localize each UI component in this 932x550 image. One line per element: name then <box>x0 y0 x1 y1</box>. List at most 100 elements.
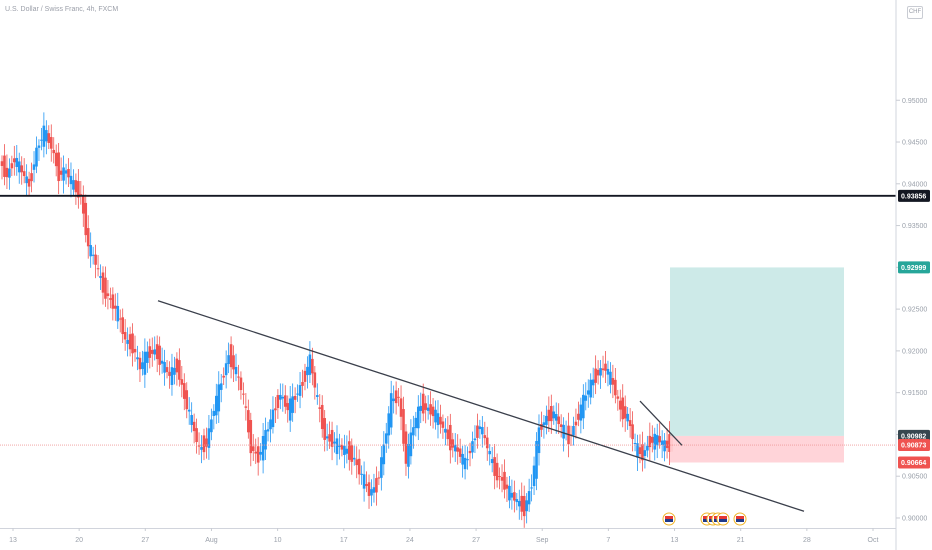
price-label-text: 0.92999 <box>901 265 926 272</box>
candle-body <box>249 420 253 454</box>
candle-body <box>163 362 166 373</box>
candle <box>62 155 65 194</box>
time-axis[interactable]: 13 20 27 Aug 10 17 24 27 Sep 7 13 21 28 Oct <box>9 528 878 544</box>
candle-body <box>505 484 509 489</box>
currency-button[interactable]: CHF <box>907 6 923 19</box>
candle <box>586 379 590 408</box>
candle <box>340 438 344 457</box>
candle-body <box>490 459 494 464</box>
candle-body <box>59 170 63 175</box>
candle-body <box>219 383 223 390</box>
candle <box>429 391 432 426</box>
candle <box>286 395 290 423</box>
candle <box>192 413 196 444</box>
candle <box>293 387 297 414</box>
candle-body <box>40 139 43 141</box>
candle <box>239 371 243 400</box>
candle-body <box>515 499 519 503</box>
candle <box>618 389 622 422</box>
candle-body <box>498 475 501 477</box>
candle-body <box>468 450 472 454</box>
candle-body <box>185 390 189 410</box>
candle <box>439 404 442 434</box>
candle <box>328 421 331 449</box>
candle-body <box>446 429 450 440</box>
candle-body <box>141 362 144 369</box>
candle-body <box>394 390 398 404</box>
candle <box>387 406 391 449</box>
candle <box>461 445 464 478</box>
candle-body <box>160 360 164 364</box>
time-tick-label: 27 <box>141 537 149 544</box>
candle-body <box>259 451 262 455</box>
candle <box>244 393 248 421</box>
candle <box>96 254 100 277</box>
candle <box>530 474 533 502</box>
candle <box>665 428 669 459</box>
candle-body <box>641 444 644 461</box>
candle <box>584 382 588 411</box>
event-flag-icon <box>716 512 730 526</box>
candle-body <box>269 419 272 430</box>
candle <box>552 405 556 425</box>
candle-body <box>212 410 216 416</box>
candle <box>419 392 423 424</box>
candle <box>259 443 262 461</box>
candle <box>357 449 361 485</box>
price-label-bg <box>898 261 930 274</box>
candle <box>421 383 425 422</box>
candle <box>660 430 664 459</box>
candle <box>276 389 280 419</box>
candle <box>89 232 92 268</box>
candle <box>503 459 506 499</box>
candle <box>636 434 639 472</box>
candle <box>91 246 95 265</box>
candle-body <box>525 500 528 512</box>
candle <box>532 456 536 495</box>
candle-body <box>384 433 388 444</box>
candle <box>493 443 496 490</box>
candle-body <box>380 457 383 478</box>
candle-body <box>636 443 639 458</box>
candle-body <box>618 400 622 410</box>
candle <box>424 395 427 424</box>
candle-body <box>416 406 420 429</box>
candle-body <box>279 394 282 400</box>
candle <box>5 154 9 189</box>
candle <box>609 362 612 394</box>
price-label-text: 0.93856 <box>901 193 926 200</box>
candle <box>74 173 78 205</box>
candle-body <box>49 137 53 149</box>
candle-body <box>434 409 437 423</box>
candle-body <box>508 485 511 501</box>
candle <box>138 351 142 383</box>
candle <box>483 421 487 445</box>
candle-body <box>663 440 666 452</box>
candle-body <box>207 428 211 448</box>
candle-body <box>513 492 516 501</box>
candle <box>392 385 395 414</box>
candle-body <box>495 462 499 481</box>
candle <box>217 371 221 424</box>
candle <box>143 338 147 388</box>
candle-body <box>131 333 134 354</box>
candles-layer <box>0 112 674 528</box>
candle <box>3 144 6 186</box>
candle <box>47 125 51 150</box>
candle <box>468 442 472 467</box>
candle-body <box>478 426 482 430</box>
candle-body <box>594 368 597 383</box>
candle <box>453 433 457 462</box>
candle <box>106 280 110 310</box>
candle <box>375 466 378 506</box>
candle <box>591 367 595 398</box>
price-tick-label: 0.91500 <box>902 390 927 397</box>
candle-body <box>81 194 85 214</box>
candle-body <box>517 500 521 507</box>
candle <box>128 326 132 357</box>
candle <box>77 169 80 209</box>
candle-body <box>476 425 479 438</box>
candle <box>247 399 250 439</box>
